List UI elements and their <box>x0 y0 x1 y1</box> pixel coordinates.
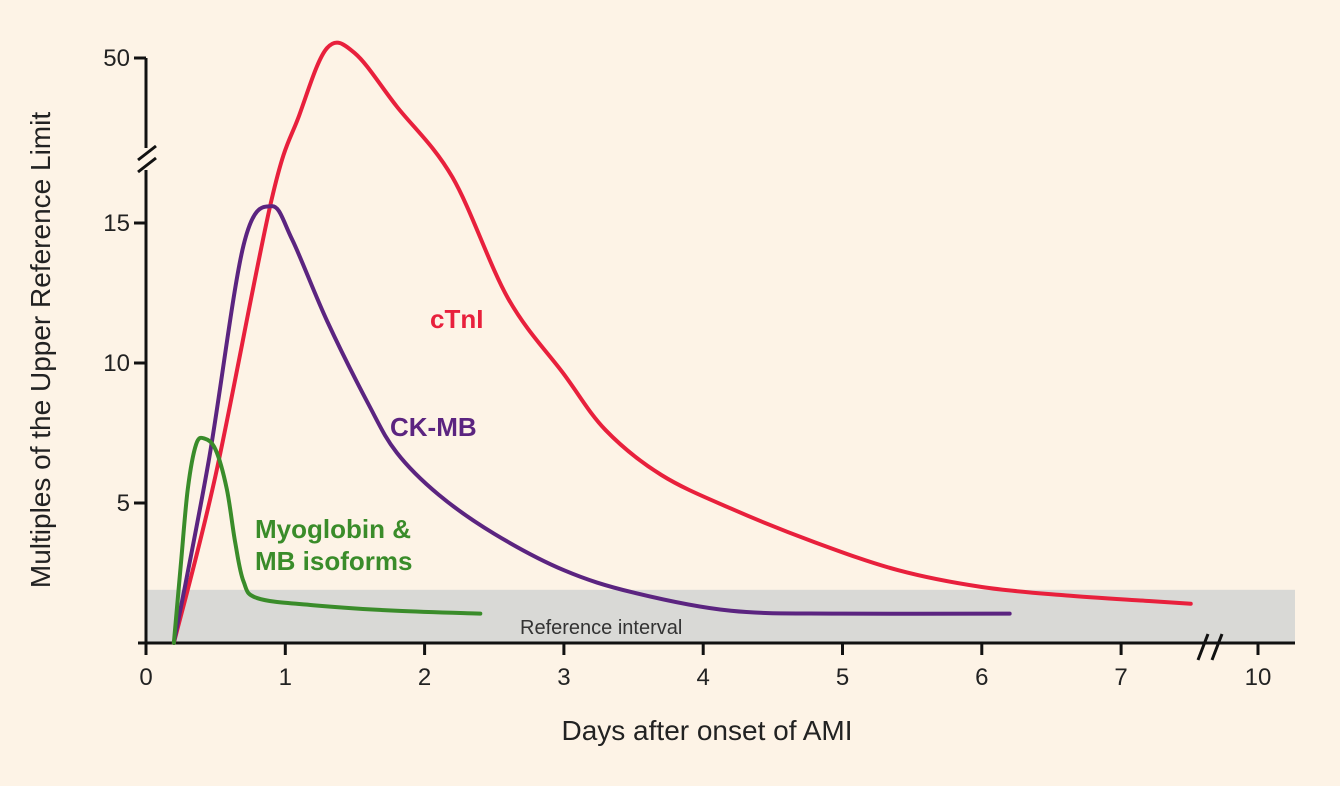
x-tick-label: 3 <box>557 664 570 691</box>
x-axis-break-mark <box>1196 633 1210 661</box>
x-tick-label: 6 <box>975 664 988 691</box>
x-tick-label: 1 <box>279 664 292 691</box>
x-tick-label: 5 <box>836 664 849 691</box>
series-label-1: CK-MB <box>390 412 477 442</box>
y-tick-label: 50 <box>103 45 130 72</box>
reference-interval-label: Reference interval <box>520 617 682 639</box>
x-axis-break-mark <box>1210 633 1224 661</box>
y-tick-label: 15 <box>103 210 130 237</box>
x-tick-label: 0 <box>139 664 152 691</box>
series-label-2: Myoglobin & MB isoforms <box>255 514 412 576</box>
series-line-1 <box>171 204 1012 645</box>
x-tick-label: 2 <box>418 664 431 691</box>
x-axis-title: Days after onset of AMI <box>561 715 852 746</box>
x-tick-label: 7 <box>1114 664 1127 691</box>
axes: 5 10 15 50 0 1 2 3 4 5 6 7 10 <box>103 45 1295 691</box>
y-axis-title: Multiples of the Upper Reference Limit <box>25 112 56 588</box>
y-axis-break-mark <box>137 156 157 174</box>
series-line-2 <box>171 435 483 645</box>
series-line-0 <box>171 40 1193 645</box>
series-label-0: cTnI <box>430 304 483 334</box>
y-axis-break-mark <box>137 144 157 162</box>
x-tick-label: 4 <box>697 664 710 691</box>
y-tick-label: 5 <box>117 490 130 517</box>
series-group: cTnI CK-MB Myoglobin & MB isoforms <box>171 40 1193 645</box>
x-tick-label: 10 <box>1245 664 1272 691</box>
y-tick-label: 10 <box>103 350 130 377</box>
